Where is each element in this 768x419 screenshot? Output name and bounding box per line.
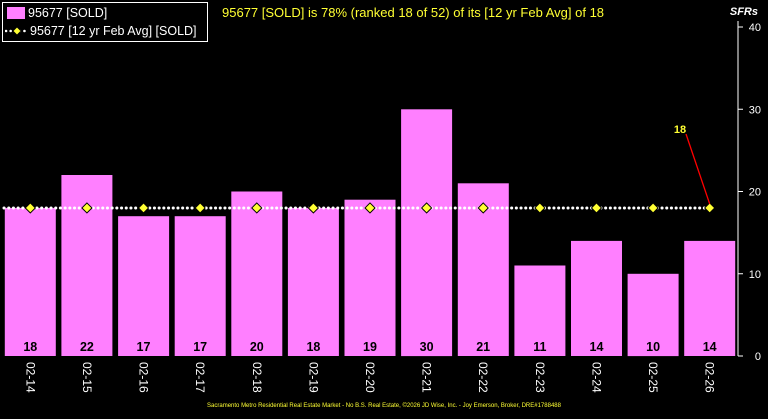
- x-tick-label: 02-19: [306, 362, 320, 393]
- annotation-layer: 18: [674, 124, 711, 205]
- y-tick-label: 40: [749, 22, 761, 34]
- legend-item-avg: 95677 [12 yr Feb Avg] [SOLD]: [3, 22, 197, 40]
- x-tick-label: 02-20: [363, 362, 377, 393]
- avg-marker-02-14: [24, 202, 37, 214]
- bar-value-label: 18: [23, 340, 37, 354]
- bar-value-label: 10: [646, 340, 660, 354]
- legend-item-bars: 95677 [SOLD]: [3, 4, 107, 22]
- bar-02-19: [287, 207, 339, 356]
- annotation-label: 18: [674, 124, 686, 136]
- bar-02-25: [627, 273, 679, 357]
- avg-marker-02-21: [420, 202, 433, 214]
- x-tick-label: 02-25: [646, 362, 660, 393]
- y-tick-label: 30: [749, 104, 761, 116]
- avg-marker-02-16: [137, 202, 150, 214]
- x-tick-label: 02-26: [703, 362, 717, 393]
- legend-bar-label: 95677 [SOLD]: [28, 6, 108, 20]
- legend-avg-swatch: [5, 26, 29, 36]
- bar-value-label: 20: [250, 340, 264, 354]
- avg-marker-02-24: [590, 202, 603, 214]
- legend-bar-swatch: [7, 6, 25, 19]
- x-tick-label: 02-21: [420, 362, 434, 393]
- bar-value-label: 18: [306, 340, 320, 354]
- y-tick-label: 20: [749, 187, 761, 199]
- bars-layer: 18 22 17 17 20 18 19 30 21 11 14 10 14: [4, 109, 736, 357]
- bar-02-18: [231, 191, 283, 356]
- bar-value-label: 14: [590, 340, 604, 354]
- bar-02-24: [571, 240, 622, 356]
- x-tick-label: 02-15: [80, 362, 94, 393]
- avg-marker-02-23: [534, 202, 546, 214]
- bar-value-label: 11: [533, 340, 546, 354]
- x-tick-label: 02-17: [193, 362, 207, 393]
- bar-value-label: 17: [137, 340, 151, 354]
- avg-marker-02-26: [703, 202, 716, 214]
- bar-02-17: [174, 216, 226, 356]
- avg-marker-02-20: [364, 202, 376, 214]
- bar-02-23: [514, 265, 566, 356]
- avg-marker-02-17: [194, 202, 206, 214]
- x-tick-label: 02-16: [137, 362, 151, 393]
- bar-value-label: 19: [363, 340, 377, 354]
- y-tick-label: 10: [749, 269, 761, 281]
- bar-02-14: [4, 207, 56, 356]
- avg-marker-02-18: [251, 202, 263, 214]
- x-tick-label: 02-23: [533, 362, 547, 393]
- x-tick-label: 02-14: [23, 362, 37, 393]
- avg-marker-02-22: [477, 202, 489, 214]
- y-axis-title: SFRs: [729, 6, 758, 18]
- avg-marker-02-19: [307, 202, 320, 214]
- avg-marker-02-15: [81, 202, 93, 214]
- bar-02-16: [118, 216, 170, 356]
- y-axis: 0 10 20 30 40: [737, 21, 761, 363]
- legend-avg-label: 95677 [12 yr Feb Avg] [SOLD]: [30, 24, 197, 38]
- bar-value-label: 30: [420, 340, 434, 354]
- annotation-leader-line: [685, 133, 711, 205]
- bar-02-15: [61, 175, 113, 356]
- legend: 95677 [SOLD] 95677 [12 yr Feb Avg] [SOLD…: [2, 2, 208, 42]
- footer-credit: Sacramento Metro Residential Real Estate…: [207, 403, 561, 409]
- bar-02-21: [401, 109, 453, 357]
- bar-02-26: [684, 240, 736, 356]
- bar-value-label: 22: [80, 340, 94, 354]
- x-axis-labels: 02-14 02-15 02-16 02-17 02-18 02-19 02-20 02-21…: [23, 362, 716, 393]
- avg-marker-02-25: [647, 202, 659, 214]
- y-tick-label: 0: [755, 351, 761, 363]
- x-tick-label: 02-24: [589, 362, 603, 393]
- bar-value-label: 14: [703, 340, 717, 354]
- chart-headline: 95677 [SOLD] is 78% (ranked 18 of 52) of…: [222, 5, 605, 20]
- bar-value-label: 17: [193, 340, 207, 354]
- avg-line-layer: [2, 202, 716, 214]
- bar-value-label: 21: [476, 340, 490, 354]
- x-tick-label: 02-22: [476, 362, 490, 393]
- x-tick-label: 02-18: [250, 362, 264, 393]
- bar-02-20: [344, 199, 396, 356]
